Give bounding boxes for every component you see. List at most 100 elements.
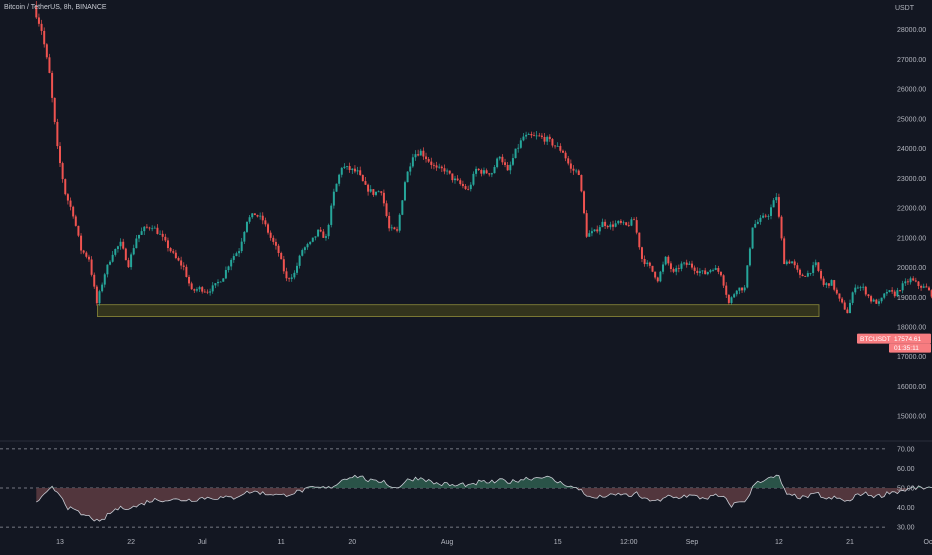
- candle-body: [166, 240, 169, 249]
- candle-body: [82, 250, 85, 253]
- candle: [209, 288, 212, 296]
- candle: [688, 261, 691, 265]
- candle-body: [340, 167, 343, 175]
- candle-body: [722, 275, 725, 286]
- candle: [90, 256, 93, 277]
- candle-body: [80, 235, 83, 251]
- price-pane[interactable]: [35, 1, 932, 344]
- last-price-value: 17574.61: [894, 336, 921, 343]
- rsi-axis[interactable]: 30.00 40.00 50.00 60.00 70.00: [897, 446, 915, 531]
- candle: [195, 287, 198, 293]
- candle: [762, 212, 765, 219]
- candle-body: [540, 135, 543, 137]
- candle: [314, 236, 317, 241]
- candle: [253, 213, 256, 216]
- candle-body: [309, 241, 312, 245]
- candle-body: [909, 278, 912, 283]
- candle: [522, 132, 525, 142]
- candle-body: [235, 253, 238, 257]
- candle: [548, 134, 551, 142]
- candle-body: [759, 217, 762, 222]
- candle-body: [367, 184, 370, 192]
- rsi-tick-label: 50.00: [897, 486, 915, 493]
- candle-body: [772, 200, 775, 208]
- candle-body: [40, 23, 43, 31]
- candle: [232, 253, 235, 263]
- candle-body: [556, 145, 559, 147]
- candle: [293, 270, 296, 280]
- candle: [435, 161, 438, 171]
- candle: [875, 298, 878, 304]
- candle-body: [488, 173, 491, 175]
- candle: [101, 282, 104, 293]
- candle-body: [69, 200, 72, 207]
- candle-body: [282, 259, 285, 272]
- candle: [493, 165, 496, 174]
- candle: [812, 261, 815, 277]
- candle: [770, 204, 772, 220]
- candle: [796, 262, 799, 273]
- time-axis[interactable]: 1322Jul1120Aug1512:00Sep1221Oct1019Nov14…: [56, 539, 932, 546]
- support-zone: [97, 304, 820, 318]
- candle: [40, 19, 43, 35]
- candle-body: [683, 262, 686, 264]
- candle-body: [533, 135, 535, 137]
- candle: [691, 260, 693, 270]
- candle: [93, 272, 96, 289]
- candle: [738, 287, 741, 295]
- candle-body: [841, 298, 844, 303]
- candle-body: [877, 301, 880, 304]
- candle-body: [928, 287, 930, 291]
- candle-body: [485, 170, 488, 174]
- candle-body: [838, 293, 841, 299]
- candle: [361, 174, 364, 182]
- candle-body: [130, 254, 133, 268]
- candle: [701, 270, 704, 275]
- candle: [324, 233, 327, 241]
- candle: [274, 238, 277, 250]
- candle: [672, 267, 675, 274]
- candle: [538, 132, 541, 137]
- time-tick-label: 20: [348, 539, 356, 546]
- candle-body: [920, 286, 923, 288]
- candle-body: [388, 215, 391, 229]
- candle-body: [375, 191, 377, 195]
- candle-body: [301, 250, 304, 256]
- candle: [825, 282, 828, 289]
- candle: [240, 237, 243, 254]
- candle: [148, 226, 151, 231]
- candle-body: [324, 236, 327, 238]
- candle-body: [269, 232, 272, 238]
- candle: [401, 200, 404, 216]
- candle: [280, 251, 283, 260]
- candle-body: [272, 237, 275, 242]
- candle: [798, 268, 801, 279]
- candle-body: [440, 166, 443, 169]
- candle: [169, 247, 172, 253]
- candle-body: [217, 281, 219, 284]
- candle: [683, 261, 686, 266]
- candle-body: [654, 271, 657, 278]
- candle: [854, 284, 857, 295]
- symbol-title[interactable]: Bitcoin / TetherUS, 8h, BINANCE: [4, 4, 107, 11]
- candle: [277, 243, 280, 257]
- candle-body: [332, 191, 335, 206]
- candle-body: [224, 270, 227, 279]
- candle-body: [748, 248, 751, 266]
- candle-body: [398, 214, 401, 231]
- candle-body: [756, 221, 759, 224]
- candle: [588, 230, 591, 237]
- rsi-pane[interactable]: [0, 440, 932, 528]
- candle-body: [409, 166, 412, 172]
- candle: [667, 255, 670, 266]
- candle-body: [74, 216, 77, 226]
- candle: [525, 131, 528, 140]
- candle: [833, 279, 836, 292]
- candle-body: [659, 271, 662, 282]
- candle: [917, 281, 920, 290]
- candle: [198, 285, 201, 292]
- price-axis[interactable]: 15000.00 16000.00 17000.00 18000.00 19000.00…: [897, 27, 926, 420]
- candle-body: [148, 227, 151, 229]
